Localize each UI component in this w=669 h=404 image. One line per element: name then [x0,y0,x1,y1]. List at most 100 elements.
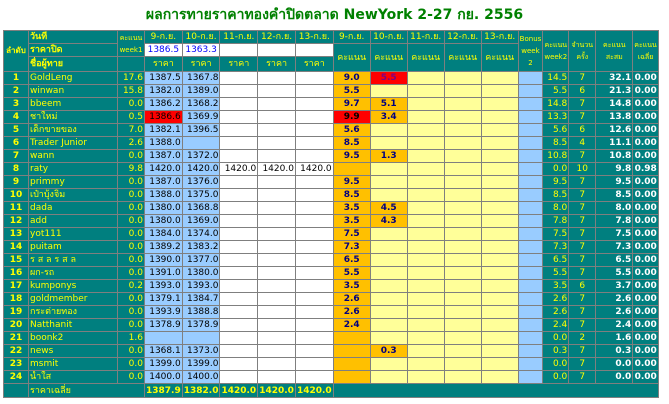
row-number: 9 [3,175,29,189]
average-score: 0.00 [632,71,659,85]
average-score: 0.00 [632,318,659,332]
price-12 [257,175,296,189]
total-score: 9.5 [595,175,634,189]
week2-header: คะแนน week2 [542,30,570,72]
score-9: 8.5 [332,136,371,150]
bonus-week2 [517,227,544,241]
average-price-12: 1420.0 [257,383,296,398]
score-12 [443,266,482,280]
price-9: 1387.0 [144,149,183,163]
predictor-header: ชื่อผู้ทาย [28,56,118,72]
predictor-name: ชาใหม่ [28,110,118,124]
table-row: 18 goldmember 0.0 1379.1 1384.7 2.6 2.6 7 2.6 0.0… [3,292,659,306]
table-row: 23 msmit 0.0 1399.0 1399.0 0.0 7 0.0 0.00 [3,357,659,371]
score-col-header-11: คะแนน [406,43,445,72]
price-12 [257,188,296,202]
predictor-name: news [28,344,118,358]
price-11 [219,344,259,358]
price-header-13: ราคา [294,56,334,72]
score-week1: 0.0 [117,227,145,241]
score-9: 2.4 [332,318,371,332]
predictor-name: goldmember [28,292,118,306]
score-13 [480,331,519,345]
row-number: 4 [3,110,29,124]
price-10: 1383.2 [181,240,221,254]
score-week2: 8.5 [542,136,570,150]
score-13 [480,214,519,228]
price-12 [257,331,296,345]
price-13 [294,110,334,124]
total-score: 21.3 [595,84,634,98]
total-score: 2.4 [595,318,634,332]
price-10: 1384.7 [181,292,221,306]
price-13 [294,175,334,189]
price-10: 1367.8 [181,71,221,85]
predictor-name: GoldLeng [28,71,118,85]
score-9: 5.6 [332,123,371,137]
guess-count: 6 [568,279,597,293]
score-10: 5.5 [369,71,408,85]
price-12 [257,214,296,228]
row-number: 3 [3,97,29,111]
table-row: 6 Trader Junior 2.6 1388.0 8.5 8.5 4 11.1 0.00 [3,136,659,150]
score-week2: 5.5 [542,84,570,98]
score-11 [406,279,445,293]
predictor-name: kumponys [28,279,118,293]
average-score: 0.00 [632,214,659,228]
guess-count: 6 [568,84,597,98]
predictor-name: ผก-รถ [28,266,118,280]
score-week1: 0.0 [117,344,145,358]
guess-count: 7 [568,370,597,384]
total-score: 0.3 [595,344,634,358]
bonus-header: Bonus week 2 [517,30,544,72]
score-12 [443,370,482,384]
bonus-week2 [517,201,544,215]
score-11 [406,188,445,202]
table-row: 5 เด็กขายของ 7.0 1382.1 1396.5 5.6 5.6 6 12.6 0.0… [3,123,659,137]
score-10 [369,123,408,137]
score-10 [369,136,408,150]
score-10: 4.3 [369,214,408,228]
score-week1: 0.0 [117,357,145,371]
score-week1: 9.8 [117,162,145,176]
row-number: 21 [3,331,29,345]
score-11 [406,331,445,345]
week1-blank-header [117,56,145,72]
score-week2: 0.3 [542,344,570,358]
price-9: 1368.1 [144,344,183,358]
score-9: 9.9 [332,110,371,124]
predictor-name: น้ำใส [28,370,118,384]
score-13 [480,162,519,176]
row-number: 20 [3,318,29,332]
score-10 [369,84,408,98]
table-row: 20 Natthanit 0.0 1378.9 1378.9 2.4 2.4 7 2.4 0.00 [3,318,659,332]
bonus-week2 [517,214,544,228]
average-score: 0.98 [632,162,659,176]
score-week2: 9.5 [542,175,570,189]
score-9: 6.5 [332,253,371,267]
score-11 [406,253,445,267]
score-week2: 3.5 [542,279,570,293]
score-week1: 0.0 [117,201,145,215]
price-12 [257,240,296,254]
price-13: 1420.0 [294,162,334,176]
score-11 [406,227,445,241]
average-score: 0.00 [632,149,659,163]
score-date-header-10: 10-ก.ย. [369,30,408,44]
price-12 [257,71,296,85]
guess-count: 7 [568,188,597,202]
header-row-price: ชื่อผู้ทาย ราคา ราคา ราคา ราคา ราคา [4,56,659,72]
price-12 [257,149,296,163]
row-number: 2 [3,84,29,98]
close-price-header: ราคาปิด [28,43,118,57]
average-blank [3,383,29,398]
average-score: 0.00 [632,97,659,111]
score-week2: 8.5 [542,188,570,202]
score-week2: 2.4 [542,318,570,332]
average-score: 0.00 [632,175,659,189]
score-12 [443,240,482,254]
date-header-13: 13-ก.ย. [294,30,334,44]
week1-header: คะแนน week1 [117,30,145,57]
predictor-name: yot111 [28,227,118,241]
score-13 [480,84,519,98]
